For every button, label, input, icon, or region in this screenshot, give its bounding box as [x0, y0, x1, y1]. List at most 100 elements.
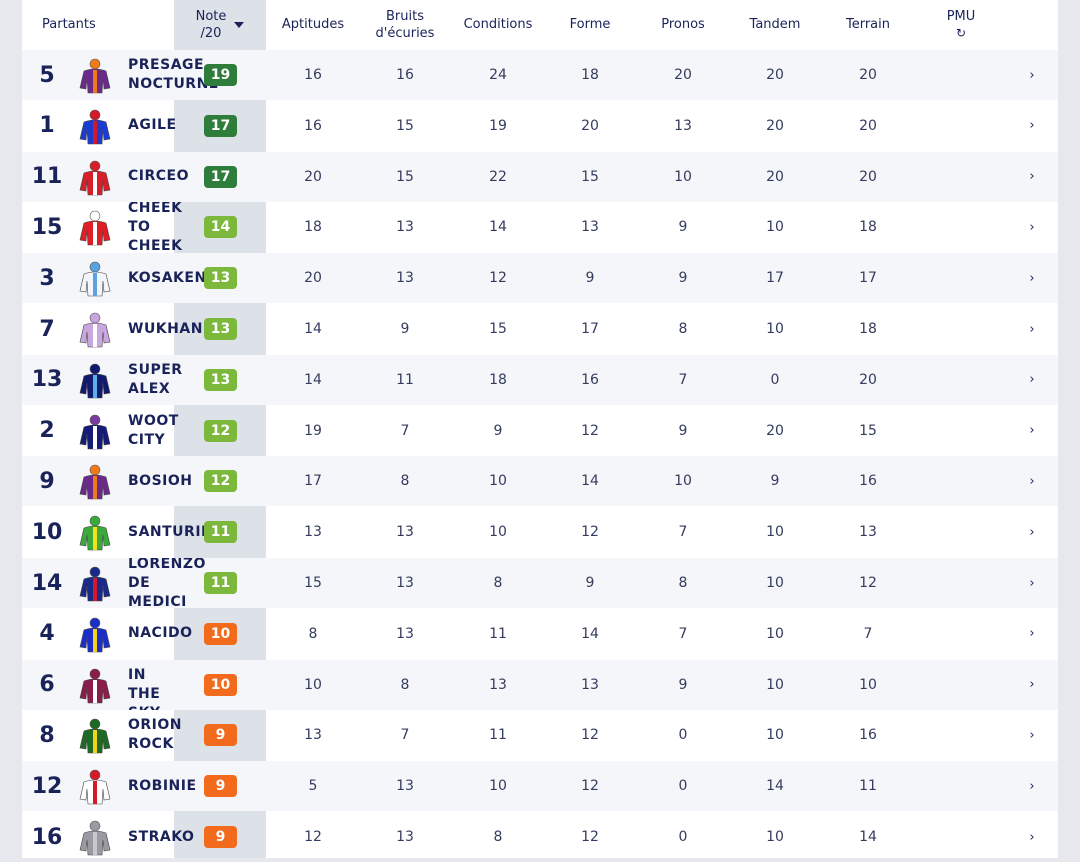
- runner-row[interactable]: 11 CIRCEO 17 20 15 22 15 10 20 20 ›: [22, 151, 1058, 202]
- runner-name[interactable]: ROBINIE: [128, 761, 224, 811]
- score-conditions: 8: [493, 829, 503, 845]
- chevron-right-icon[interactable]: ›: [1029, 423, 1035, 439]
- score-pronos: 7: [678, 625, 688, 642]
- score-conditions: 12: [489, 270, 507, 287]
- runner-row[interactable]: 14 LORENZO DE MEDICI 11 15 13 8 9 8 10 12 ›: [22, 558, 1058, 608]
- chevron-right-icon[interactable]: ›: [1029, 677, 1035, 693]
- runner-row[interactable]: 9 BOSIOH 12 17 8 10 14 10 9 16 ›: [22, 456, 1058, 507]
- note-badge: 10: [204, 673, 237, 696]
- header-pronos[interactable]: Pronos: [637, 0, 729, 49]
- runner-name[interactable]: ORION ROCK: [128, 710, 224, 760]
- runner-name[interactable]: CHEEK TO CHEEK: [128, 202, 224, 252]
- header-pmu[interactable]: PMU ↻: [915, 0, 1007, 49]
- runner-name-part: SKY: [128, 704, 177, 710]
- chevron-right-icon[interactable]: ›: [1029, 321, 1035, 337]
- chevron-right-icon[interactable]: ›: [1029, 473, 1035, 489]
- score-aptitudes: 19: [304, 422, 322, 439]
- runner-name[interactable]: AGILE: [128, 101, 224, 151]
- runner-row[interactable]: 1 AGILE 17 16 15 19 20 13 20 20 ›: [22, 101, 1058, 151]
- runner-name[interactable]: SUPER ALEX: [128, 355, 224, 405]
- runner-number: 6: [39, 672, 55, 698]
- refresh-icon[interactable]: ↻: [955, 25, 967, 40]
- note-badge: 11: [204, 572, 237, 594]
- chevron-right-icon[interactable]: ›: [1029, 524, 1035, 540]
- runner-row[interactable]: 3KOSAKENZWIEL13201312991717›: [22, 253, 1058, 304]
- score-bruits: 11: [396, 371, 414, 388]
- runner-name[interactable]: PRESAGE NOCTURNE: [128, 50, 224, 100]
- score-pronos: 13: [674, 117, 692, 134]
- chevron-right-icon[interactable]: ›: [1029, 626, 1035, 642]
- score-terrain: 11: [859, 778, 877, 795]
- runner-row[interactable]: 13 SUPER ALEX 13 14 11 18 16 7 0 20 ›: [22, 354, 1058, 405]
- runner-name-part: SANTURIN: [128, 523, 214, 540]
- runner-name[interactable]: BOSIOH: [128, 456, 224, 506]
- score-terrain: 18: [859, 321, 877, 337]
- header-terrain[interactable]: Terrain: [822, 0, 914, 49]
- chevron-right-icon[interactable]: ›: [1029, 118, 1035, 134]
- score-pronos: 8: [678, 575, 688, 591]
- header-note-sort[interactable]: Note /20: [174, 0, 266, 49]
- note-badge: 13: [204, 267, 237, 290]
- chevron-right-icon[interactable]: ›: [1029, 169, 1035, 185]
- runner-name[interactable]: NACIDO: [128, 609, 224, 659]
- runner-row[interactable]: 4 NACIDO 10 8 13 11 14 7 10 7 ›: [22, 609, 1058, 659]
- runner-row[interactable]: 7 WUKHANN 13 14 9 15 17 8 10 18 ›: [22, 304, 1058, 354]
- chevron-right-icon[interactable]: ›: [1029, 575, 1035, 591]
- score-forme: 20: [581, 117, 599, 134]
- runner-row[interactable]: 2 WOOT CITY 12 19 7 9 12 9 20 15 ›: [22, 406, 1058, 456]
- score-tandem: 20: [766, 422, 784, 439]
- chevron-right-icon[interactable]: ›: [1029, 219, 1035, 235]
- runner-name-part: STRAKO: [128, 828, 195, 845]
- score-forme: 13: [581, 676, 599, 693]
- score-aptitudes: 16: [304, 117, 322, 134]
- runner-row[interactable]: 16 STRAKO 9 12 13 8 12 0 10 14 ›: [22, 812, 1058, 862]
- sort-caret-down-icon: [234, 21, 245, 28]
- runners-table: Partants Note /20 Aptitudes Bruits d'écu…: [22, 0, 1058, 858]
- runner-name[interactable]: CIRCEO: [128, 152, 224, 202]
- score-bruits: 13: [396, 524, 414, 541]
- runner-number: 10: [31, 519, 63, 545]
- runner-row[interactable]: 8 ORION ROCK 9 13 7 11 12 0 10 16 ›: [22, 710, 1058, 760]
- note-badge: 12: [204, 470, 237, 493]
- header-aptitudes[interactable]: Aptitudes: [267, 0, 359, 49]
- runner-name[interactable]: WUKHANN: [128, 304, 224, 354]
- header-forme[interactable]: Forme: [544, 0, 636, 49]
- runner-row[interactable]: 10 SANTURIN 11 13 13 10 12 7 10 13 ›: [22, 507, 1058, 557]
- header-conditions[interactable]: Conditions: [452, 0, 544, 49]
- table-header: Partants Note /20 Aptitudes Bruits d'écu…: [22, 0, 1058, 49]
- score-bruits: 13: [396, 219, 414, 236]
- runner-name-part: AGILE: [128, 117, 177, 134]
- chevron-right-icon[interactable]: ›: [1029, 372, 1035, 388]
- chevron-right-icon[interactable]: ›: [1029, 829, 1035, 845]
- runner-name[interactable]: LORENZO DE MEDICI: [128, 558, 224, 608]
- note-badge: 9: [204, 775, 237, 798]
- runner-name[interactable]: KOSAKENZWIEL: [128, 253, 224, 303]
- score-tandem: 14: [766, 778, 784, 795]
- runner-name[interactable]: DEVILIN THE SKY: [128, 660, 224, 710]
- chevron-right-icon[interactable]: ›: [1029, 270, 1035, 286]
- runner-name[interactable]: STRAKO: [128, 812, 224, 862]
- runner-name[interactable]: SANTURIN: [128, 507, 224, 557]
- chevron-right-icon[interactable]: ›: [1029, 778, 1035, 794]
- score-forme: 12: [581, 727, 599, 744]
- runner-name[interactable]: WOOT CITY: [128, 406, 224, 456]
- score-forme: 12: [581, 778, 599, 795]
- runner-name-part: PRESAGE: [128, 57, 205, 73]
- header-partants[interactable]: Partants: [42, 0, 152, 49]
- chevron-right-icon[interactable]: ›: [1029, 67, 1035, 83]
- runner-name-part: ROBINIE: [128, 777, 197, 794]
- score-tandem: 20: [766, 168, 784, 185]
- header-pmu-label: PMU: [946, 8, 976, 24]
- chevron-right-icon[interactable]: ›: [1029, 727, 1035, 743]
- runner-row[interactable]: 15 CHEEK TO CHEEK 14 18 13 14 13 9 10 18 ›: [22, 202, 1058, 252]
- score-conditions: 19: [489, 117, 507, 134]
- score-bruits: 13: [396, 829, 414, 845]
- score-bruits: 15: [396, 168, 414, 185]
- header-tandem[interactable]: Tandem: [729, 0, 821, 49]
- header-bruits[interactable]: Bruits d'écuries: [359, 0, 451, 49]
- runner-row[interactable]: 5 PRESAGE NOCTURNE 19 16 16 24 18 20 20 20 ›: [22, 50, 1058, 100]
- runner-row[interactable]: 6 DEVILIN THE SKY 10 10 8 13 13 9 10 10 ›: [22, 659, 1058, 710]
- runner-name-part: MEDICI: [128, 593, 187, 609]
- score-aptitudes: 13: [304, 524, 322, 541]
- runner-row[interactable]: 12 ROBINIE 9 5 13 10 12 0 14 11 ›: [22, 761, 1058, 812]
